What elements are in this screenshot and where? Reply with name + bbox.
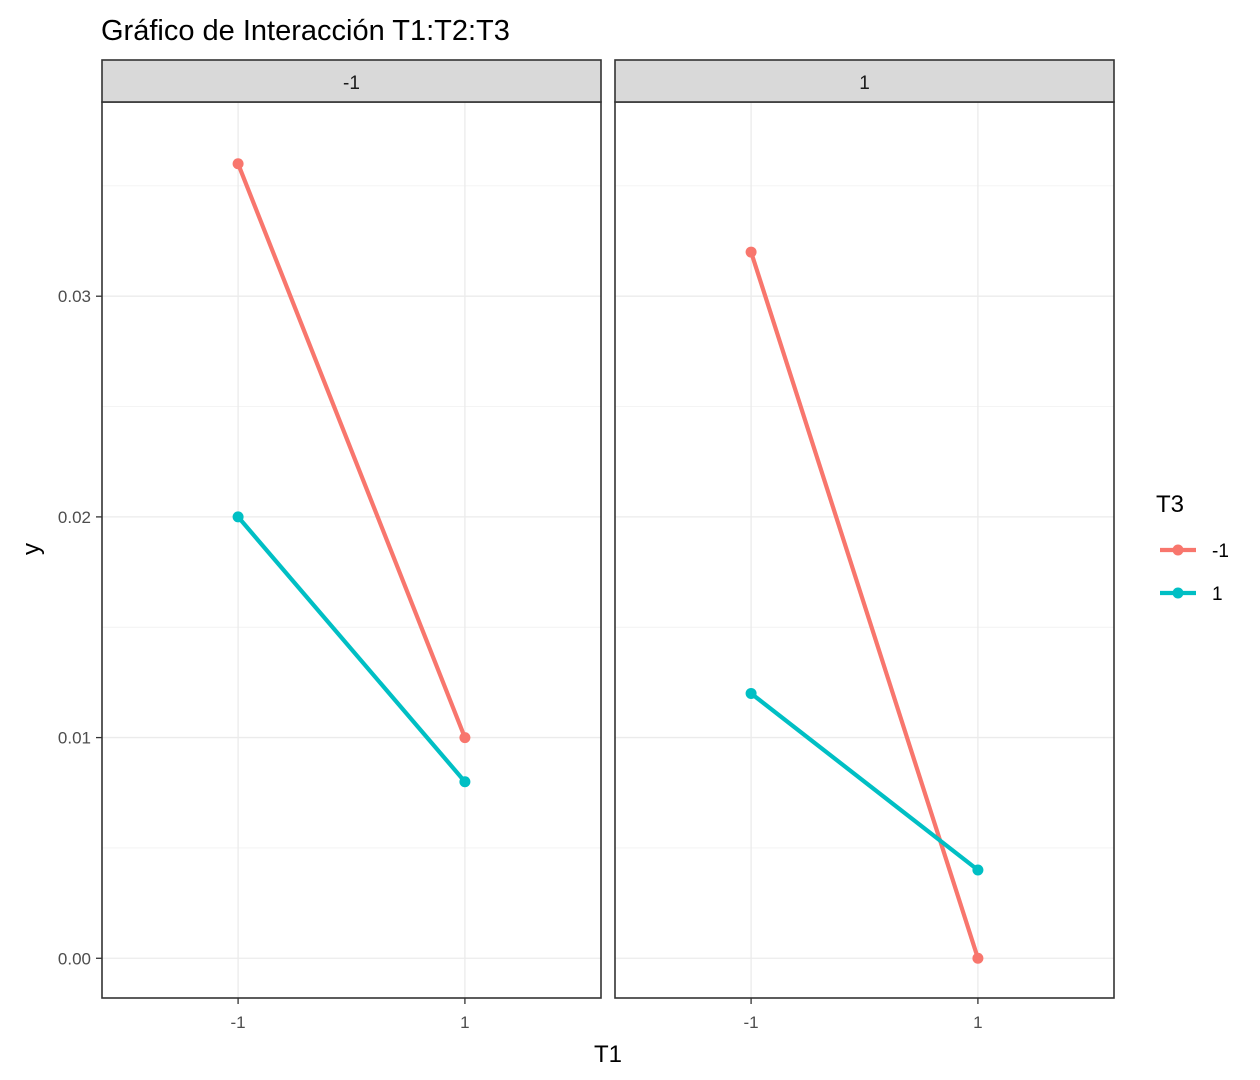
series-line-t3-1: [749, 691, 980, 872]
chart-title: Gráfico de Interacción T1:T2:T3: [101, 15, 510, 47]
panel-border: [101, 101, 602, 999]
x-tick-label: -1: [231, 1013, 246, 1032]
legend: T3 -1 1: [1156, 491, 1229, 605]
data-point-t3-1-t1--1: [232, 511, 244, 523]
y-tick-label: 0.01: [58, 729, 91, 748]
data-point-t3-1-t1-1: [459, 776, 471, 788]
y-axis-title: y: [18, 543, 45, 555]
y-tick-label: 0.02: [58, 508, 91, 527]
facet-strip-label: -1: [343, 73, 360, 94]
legend-key-point: [1172, 587, 1184, 599]
facet-strip: [101, 59, 602, 103]
x-axis-title: T1: [594, 1041, 622, 1068]
facet-strip-label: 1: [859, 73, 870, 94]
data-point-t3--1-t1-1: [459, 732, 471, 744]
series-line-t3-1: [236, 515, 467, 784]
legend-entry--1: -1: [1160, 541, 1229, 562]
y-tick-label: 0.00: [58, 949, 91, 968]
data-point-t3-1-t1--1: [745, 687, 757, 699]
legend-label: -1: [1212, 541, 1229, 562]
series-line-t3--1: [236, 163, 467, 739]
x-tick-label: 1: [973, 1013, 982, 1032]
data-point-t3-1-t1-1: [972, 864, 984, 876]
data-point-t3--1-t1--1: [232, 158, 244, 170]
panel-border: [614, 101, 1115, 999]
facet-panel-1: -1 -1 1: [101, 59, 602, 1032]
legend-key-point: [1172, 544, 1184, 556]
legend-entry-1: 1: [1160, 584, 1223, 605]
y-axis: 0.00 0.01 0.02 0.03: [58, 287, 102, 968]
facet-panel-2: 1 -1 1: [614, 59, 1115, 1032]
facet-panels: -1 -1 1 1 -1 1: [101, 59, 1115, 1032]
legend-label: 1: [1212, 584, 1223, 605]
data-point-t3--1-t1-1: [972, 952, 984, 964]
facet-strip: [614, 59, 1115, 103]
data-point-t3--1-t1--1: [745, 246, 757, 258]
legend-title: T3: [1156, 491, 1184, 518]
series-line-t3--1: [749, 251, 980, 959]
x-tick-label: -1: [744, 1013, 759, 1032]
x-tick-label: 1: [460, 1013, 469, 1032]
y-tick-label: 0.03: [58, 287, 91, 306]
